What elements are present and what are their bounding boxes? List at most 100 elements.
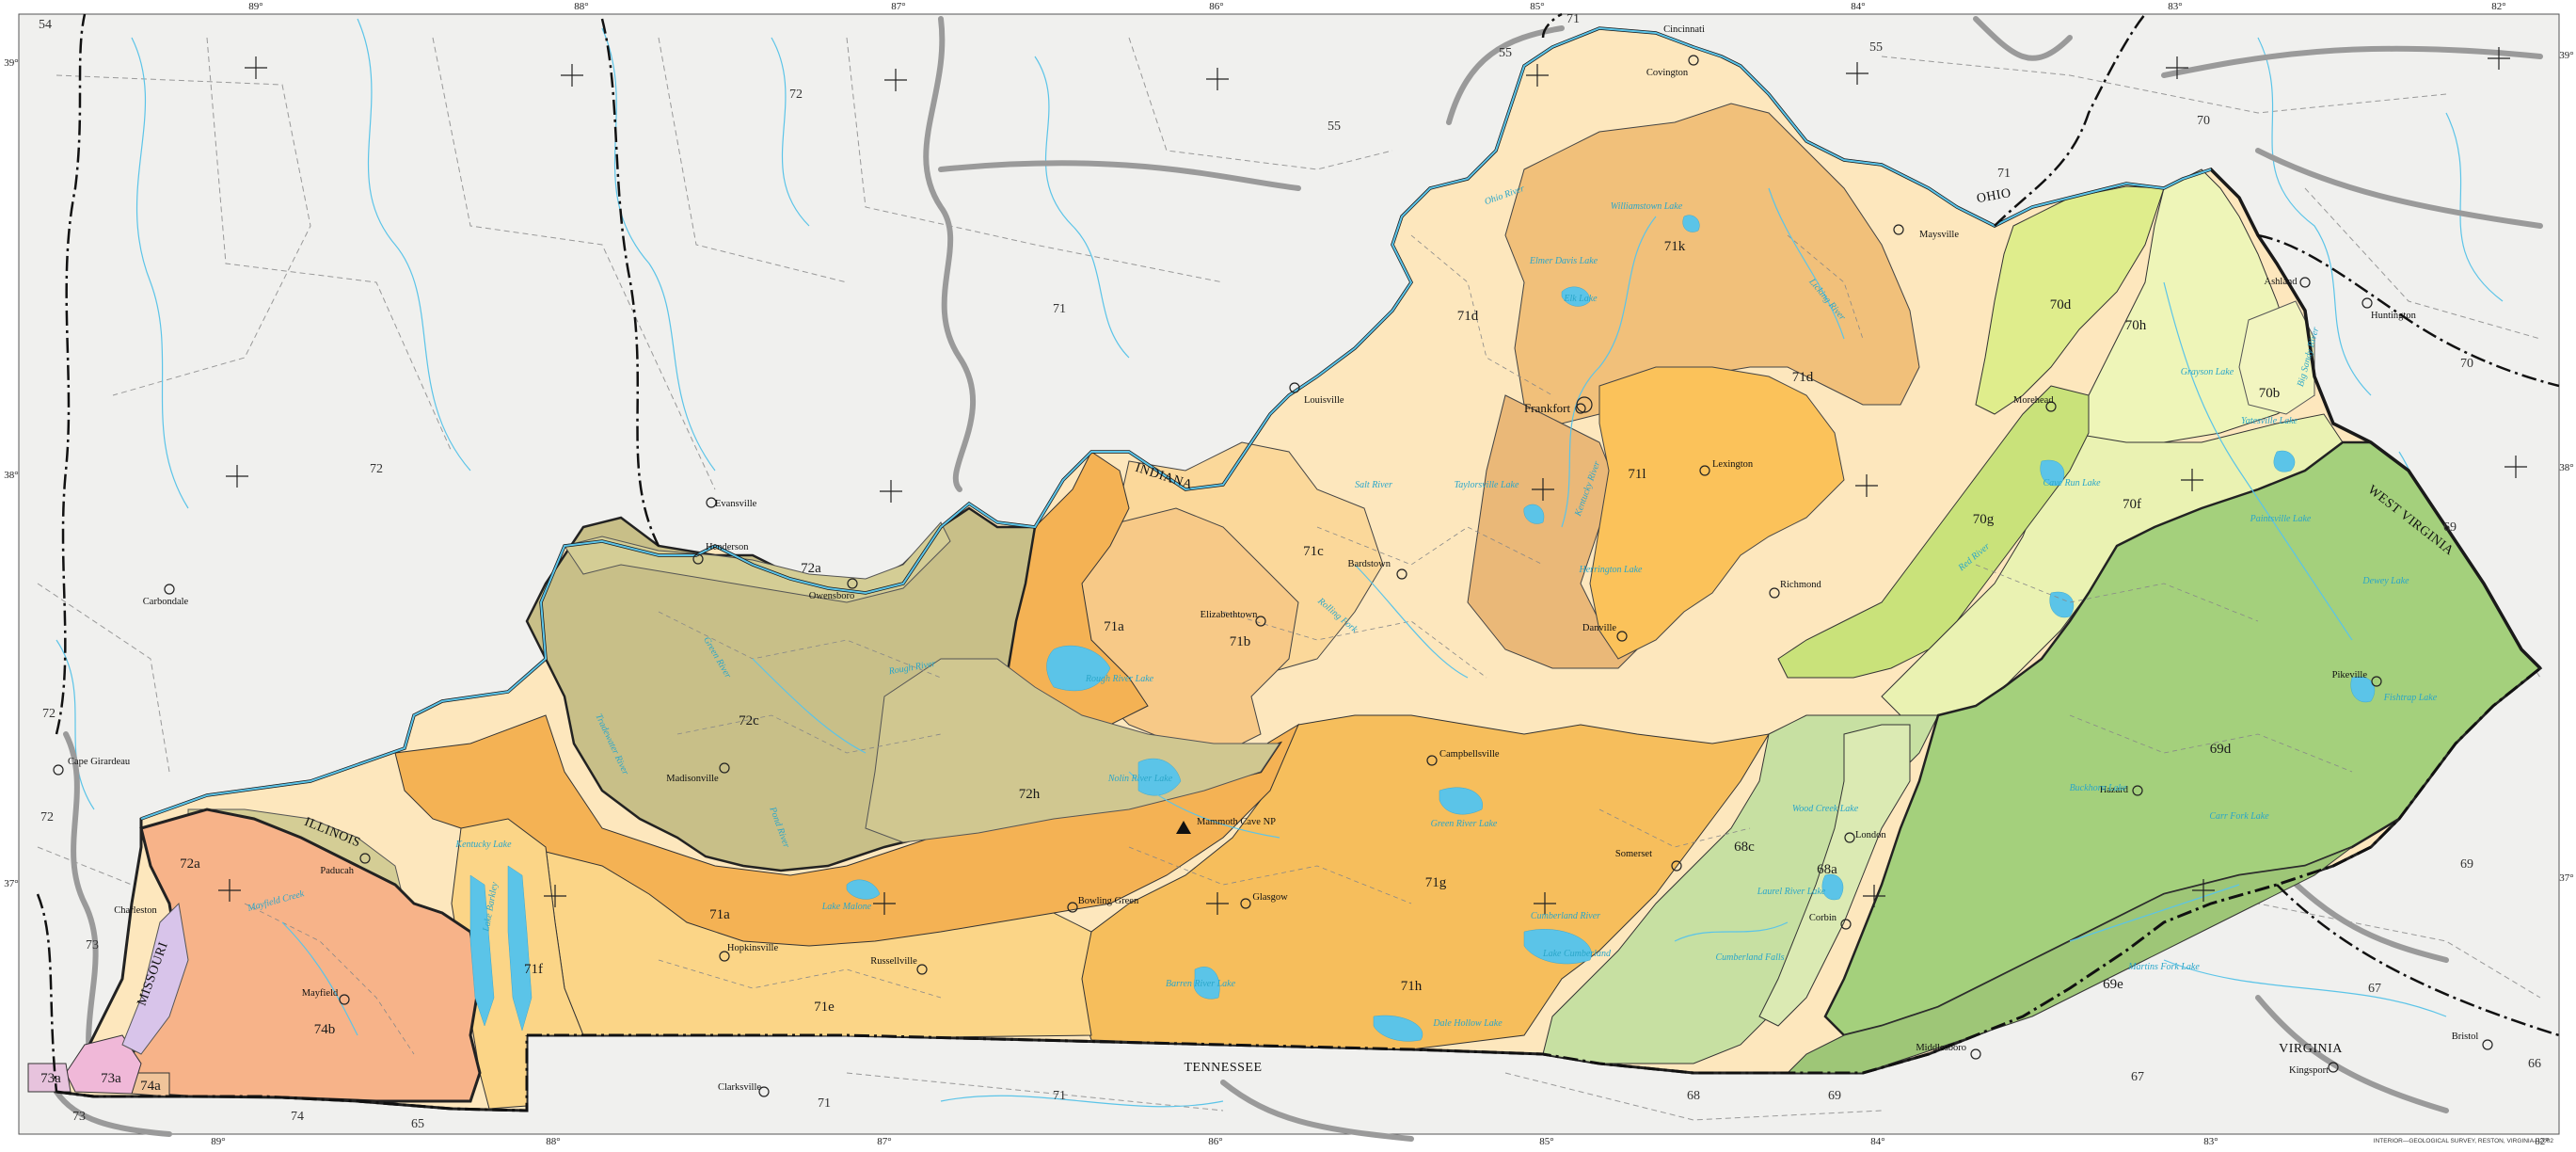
out-label-67-a: 67	[2368, 982, 2381, 996]
longitude-label-84: 84°	[1851, 1, 1865, 12]
water-buckhorn: Buckhorn Lake	[2070, 783, 2127, 793]
water-cumberland-falls: Cumberland Falls	[1715, 952, 1784, 963]
water-kentucky-lake: Kentucky Lake	[454, 840, 512, 850]
city-bardstown: Bardstown	[1348, 559, 1391, 569]
city-lexington: Lexington	[1712, 459, 1754, 470]
longitude-label-88: 88°	[574, 1, 588, 12]
out-label-72-c: 72	[42, 707, 56, 721]
eco-label-71e: 71e	[814, 1000, 835, 1015]
city-huntington: Huntington	[2371, 311, 2417, 321]
out-label-70-b: 70	[2460, 357, 2473, 371]
city-somerset: Somerset	[1615, 849, 1652, 859]
eco-label-70h: 70h	[2125, 318, 2147, 333]
water-williamstown: Williamstown Lake	[1611, 201, 1683, 212]
latitude-label-39: 39°	[4, 57, 18, 69]
ecoregion-70d	[1975, 185, 2165, 415]
city-clarksville: Clarksville	[718, 1082, 761, 1093]
out-label-71-e: 71	[818, 1096, 831, 1111]
out-label-55-b: 55	[1869, 40, 1883, 55]
eco-label-72a-north: 72a	[801, 561, 821, 576]
longitude-label-83: 83°	[2168, 1, 2182, 12]
city-cape-girardeau: Cape Girardeau	[68, 757, 131, 767]
water-lake-malone: Lake Malone	[821, 902, 872, 912]
city-carbondale: Carbondale	[143, 597, 189, 607]
longitude-label-86: 86°	[1209, 1, 1223, 12]
water-elmer-davis: Elmer Davis Lake	[1529, 256, 1598, 266]
state-lines	[36, 12, 2560, 1093]
purchase-south-border	[56, 1035, 529, 1112]
eco-label-71f: 71f	[524, 962, 543, 977]
out-label-69-b: 69	[2460, 857, 2473, 872]
out-label-68: 68	[1687, 1089, 1700, 1103]
water-yatesville: Yatesville Lake	[2241, 416, 2298, 426]
city-madisonville: Madisonville	[666, 774, 719, 784]
city-campbellsville: Campbellsville	[1439, 749, 1500, 760]
eco-label-71d-east: 71d	[1792, 370, 1814, 385]
eco-label-70f: 70f	[2123, 497, 2141, 512]
out-label-55-a: 55	[1328, 120, 1341, 134]
major-rivers	[54, 16, 2543, 1142]
city-markers	[53, 55, 2493, 1097]
ecoregion-73-strip	[121, 902, 189, 1055]
eco-label-68c: 68c	[1734, 840, 1755, 855]
water-rough-river: Rough River Lake	[1085, 674, 1154, 684]
longitude-label-83-bottom: 83°	[2203, 1136, 2218, 1147]
city-glasgow: Glasgow	[1252, 892, 1288, 903]
eco-label-70d: 70d	[2050, 297, 2072, 312]
eco-label-71k: 71k	[1664, 239, 1686, 254]
city-pikeville: Pikeville	[2332, 670, 2368, 680]
credit-line: INTERIOR—GEOLOGICAL SURVEY, RESTON, VIRG…	[2374, 1138, 2554, 1144]
water-herrington: Herrington Lake	[1579, 565, 1644, 575]
eco-label-74b: 74b	[314, 1022, 336, 1037]
water-dale-hollow: Dale Hollow Lake	[1432, 1018, 1503, 1029]
city-maysville: Maysville	[1919, 230, 1959, 240]
water-taylorsville: Taylorsville Lake	[1455, 480, 1519, 490]
city-owensboro: Owensboro	[809, 591, 854, 601]
eco-label-74a: 74a	[140, 1079, 161, 1094]
water-cave-run: Cave Run Lake	[2043, 478, 2101, 488]
out-label-70-a: 70	[2197, 114, 2210, 128]
out-label-71-d: 71	[1053, 1089, 1066, 1103]
city-london: London	[1855, 830, 1886, 840]
water-elk: Elk Lake	[1563, 294, 1598, 304]
water-lake-cumberland: Lake Cumberland	[1542, 949, 1612, 959]
lakes	[469, 215, 2376, 1042]
longitude-label-85-bottom: 85°	[1539, 1136, 1553, 1147]
longitude-label-87-bottom: 87°	[877, 1136, 891, 1147]
longitude-label-84-bottom: 84°	[1870, 1136, 1884, 1147]
city-richmond: Richmond	[1780, 580, 1821, 590]
city-paducah: Paducah	[320, 866, 354, 876]
out-label-71-b: 71	[1566, 12, 1580, 26]
city-evansville: Evansville	[715, 499, 757, 509]
water-green-river: Green River Lake	[1431, 819, 1498, 829]
city-mayfield: Mayfield	[302, 988, 339, 999]
water-carr-fork: Carr Fork Lake	[2209, 811, 2269, 822]
water-nolin-river: Nolin River Lake	[1107, 774, 1173, 784]
tennessee-border	[527, 666, 2541, 1075]
latitude-label-37-right: 37°	[2559, 872, 2573, 884]
state-virginia: VIRGINIA	[2279, 1042, 2343, 1056]
ecoregion-70g	[1777, 385, 2090, 679]
eco-label-71b: 71b	[1230, 634, 1251, 649]
city-morehead: Morehead	[2013, 395, 2054, 406]
city-covington: Covington	[1646, 68, 1689, 78]
eco-label-71l: 71l	[1628, 467, 1646, 482]
ohio-river-border	[140, 26, 2212, 820]
city-ashland: Ashland	[2265, 277, 2298, 287]
city-russellville: Russellville	[870, 956, 917, 967]
out-label-69-c: 69	[1828, 1089, 1841, 1103]
city-hazard: Hazard	[2100, 785, 2129, 795]
city-bristol: Bristol	[2452, 1032, 2479, 1042]
eco-label-71c: 71c	[1303, 544, 1324, 559]
out-label-73-b: 73	[72, 1110, 86, 1124]
eco-label-71d: 71d	[1457, 309, 1479, 324]
eco-label-73a-east: 73a	[101, 1071, 121, 1086]
longitude-label-87: 87°	[891, 1, 905, 12]
longitude-label-86-bottom: 86°	[1208, 1136, 1222, 1147]
latitude-label-38: 38°	[4, 470, 18, 481]
eco-label-69d: 69d	[2210, 742, 2232, 757]
eco-label-72c: 72c	[739, 713, 759, 728]
out-label-67-b: 67	[2131, 1070, 2144, 1084]
out-label-71-c: 71	[1997, 167, 2011, 181]
